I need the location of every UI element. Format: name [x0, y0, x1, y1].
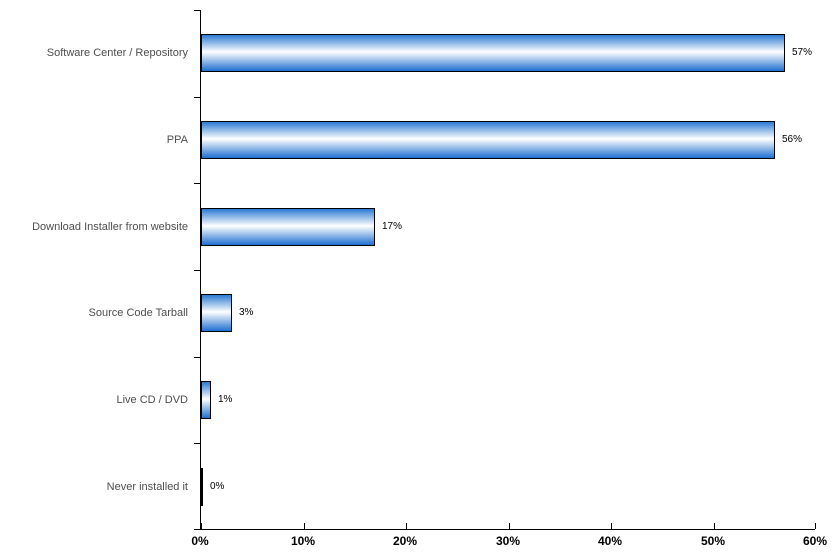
x-axis-tick: [815, 523, 816, 529]
x-tick-label: 10%: [290, 534, 316, 548]
category-label: PPA: [166, 134, 188, 146]
x-axis-tick: [201, 523, 202, 529]
category-label: Download Installer from website: [32, 221, 188, 233]
bar-4: [201, 381, 211, 419]
bar-value-label: 56%: [782, 134, 803, 145]
x-tick-label: 40%: [597, 534, 623, 548]
x-tick-label: 30%: [495, 534, 521, 548]
bar-1: [201, 121, 775, 159]
x-tick-label: 20%: [392, 534, 418, 548]
y-axis-tick: [194, 270, 201, 271]
y-axis-tick: [194, 357, 201, 358]
bar-2: [201, 208, 375, 246]
bar-value-label: 3%: [239, 307, 254, 318]
category-label: Software Center / Repository: [46, 47, 188, 59]
bar-value-label: 17%: [382, 221, 403, 232]
bar-value-label: 1%: [218, 394, 233, 405]
x-axis-tick: [406, 523, 407, 529]
bar-value-label: 57%: [792, 47, 813, 58]
y-axis-tick: [194, 529, 201, 530]
x-axis-tick: [714, 523, 715, 529]
y-axis-tick: [194, 97, 201, 98]
x-axis-tick: [611, 523, 612, 529]
bar-3: [201, 294, 232, 332]
bar-0: [201, 34, 785, 72]
x-axis-tick: [304, 523, 305, 529]
category-label: Never installed it: [106, 481, 188, 493]
x-tick-label: 0%: [191, 534, 209, 548]
y-axis-tick: [194, 10, 201, 11]
y-axis-tick: [194, 443, 201, 444]
x-tick-label: 60%: [802, 534, 828, 548]
category-label: Source Code Tarball: [88, 307, 188, 319]
x-axis-tick: [509, 523, 510, 529]
bar-value-label: 0%: [210, 481, 225, 492]
y-axis-tick: [194, 183, 201, 184]
plot-area: 57% 56% 17% 3% 1% 0%: [194, 10, 816, 530]
x-tick-label: 50%: [700, 534, 726, 548]
category-label: Live CD / DVD: [116, 394, 188, 406]
bar-5: [201, 468, 203, 506]
